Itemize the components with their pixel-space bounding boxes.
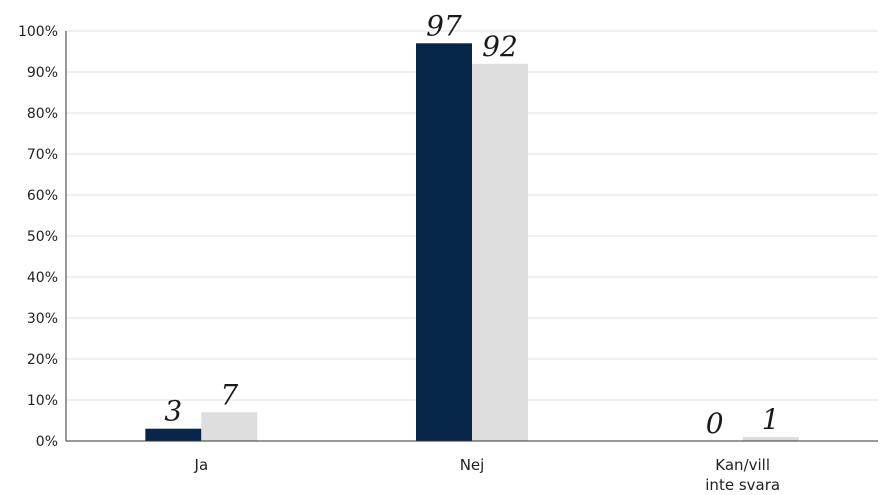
data-label: 7 [220,378,238,411]
y-tick-label: 50% [27,229,58,245]
x-category-label: Kan/vill [715,456,770,474]
y-tick-label: 80% [27,106,58,122]
bar [472,63,528,442]
bar [145,428,202,441]
y-tick-label: 70% [27,147,58,163]
data-label: 0 [706,407,724,440]
y-tick-label: 10% [27,393,58,409]
y-axis-ticks: 0% 10% 20% 30% 40% 50% 60% 70% 80% 90% 100% [18,24,58,450]
x-category-label: Ja [194,456,209,474]
x-category-label: inte svara [705,476,780,494]
data-label: 3 [164,395,182,428]
data-label: 97 [426,9,462,42]
y-tick-label: 90% [27,65,58,81]
y-tick-label: 60% [27,188,58,204]
bar [416,43,472,442]
y-tick-label: 0% [36,434,58,450]
y-tick-label: 20% [27,352,58,368]
y-tick-label: 30% [27,311,58,327]
bar [201,412,258,441]
bar [742,436,799,441]
y-tick-label: 100% [18,24,58,40]
data-label: 1 [762,403,780,436]
x-axis-categories: Ja Nej Kan/vill inte svara [194,456,781,494]
y-tick-label: 40% [27,270,58,286]
data-label: 92 [482,30,518,63]
bars [145,43,799,442]
x-category-label: Nej [460,456,485,474]
data-labels: 3 7 97 92 0 1 [164,9,779,440]
